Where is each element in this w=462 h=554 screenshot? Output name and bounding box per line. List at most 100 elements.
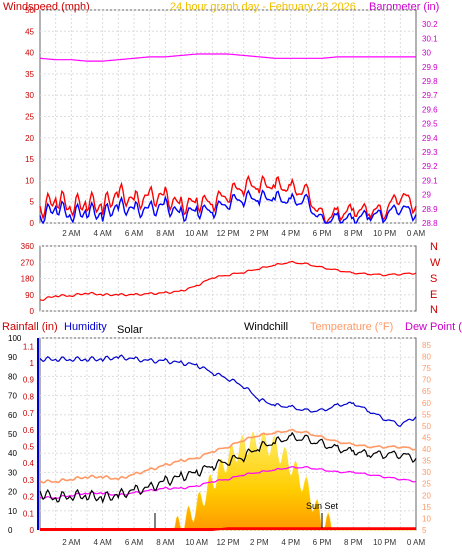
rain-y-tick: 0: [30, 526, 35, 535]
wind-y-tick: 30: [25, 91, 34, 100]
windspeed-axis-title: Windspeed (mph): [3, 1, 90, 13]
humidity-y-tick: 70: [8, 392, 17, 401]
x-tick-label: 2 PM: [250, 229, 269, 238]
x-tick-label: 8 AM: [156, 229, 175, 238]
temp-y-tick: 50: [422, 422, 431, 431]
temp-y-tick: 65: [422, 387, 431, 396]
barometer-y-tick: 29.5: [422, 120, 438, 129]
humidity-y-tick: 20: [8, 488, 17, 497]
series-wind-avg: [39, 189, 417, 225]
series-dewpoint: [39, 465, 417, 500]
dewpoint-label: Dew Point (°F): [405, 321, 462, 333]
barometer-y-tick: 29.8: [422, 77, 438, 86]
x-tick-label: 6 AM: [125, 229, 144, 238]
dir-y-tick: 0: [30, 307, 35, 316]
x-tick-label: 6 PM: [313, 229, 332, 238]
humidity-y-tick: 0: [8, 526, 13, 535]
temp-y-tick: 80: [422, 353, 431, 362]
barometer-y-tick: 29.2: [422, 162, 438, 171]
temp-y-tick: 70: [422, 376, 431, 385]
x-tick-label: 2 AM: [62, 229, 81, 238]
x-tick-label: 10 AM: [185, 538, 208, 547]
rain-y-tick: 0.4: [23, 459, 35, 468]
x-tick-label: 6 PM: [313, 538, 332, 547]
temp-y-tick: 85: [422, 341, 431, 350]
x-tick-label: 4 AM: [94, 538, 113, 547]
x-tick-label: 8 PM: [344, 538, 363, 547]
x-tick-label: 12 PM: [216, 538, 239, 547]
wind-y-tick: 5: [30, 198, 35, 207]
x-tick-label: 4 PM: [281, 538, 300, 547]
temp-y-tick: 60: [422, 399, 431, 408]
barometer-y-tick: 29.3: [422, 148, 438, 157]
barometer-y-tick: 30: [422, 49, 431, 58]
temp-y-tick: 10: [422, 514, 431, 523]
temp-y-tick: 75: [422, 364, 431, 373]
rain-y-tick: 0.2: [23, 493, 35, 502]
x-tick-label: 2 AM: [62, 538, 81, 547]
barometer-y-tick: 29.1: [422, 176, 438, 185]
humidity-y-tick: 90: [8, 353, 17, 362]
humidity-y-tick: 30: [8, 468, 17, 477]
x-tick-label: 2 PM: [250, 538, 269, 547]
humidity-y-tick: 50: [8, 430, 17, 439]
humidity-y-tick: 100: [8, 334, 22, 343]
compass-s: S: [430, 273, 437, 285]
barometer-y-tick: 28.8: [422, 219, 438, 228]
dir-y-tick: 90: [25, 291, 34, 300]
humidity-label: Humidity: [64, 321, 107, 333]
rain-y-tick: 1.1: [23, 342, 35, 351]
wind-y-tick: 45: [25, 27, 34, 36]
rainfall-label: Rainfall (in): [2, 321, 58, 333]
temp-y-tick: 5: [422, 526, 427, 535]
rain-y-tick: 0.3: [23, 476, 35, 485]
wind-y-tick: 40: [25, 49, 34, 58]
wind-y-tick: 20: [25, 134, 34, 143]
solar-label: Solar: [117, 324, 143, 336]
barometer-y-tick: 30.2: [422, 20, 438, 29]
series-direction: [39, 260, 417, 302]
temp-y-tick: 15: [422, 503, 431, 512]
dir-y-tick: 270: [21, 258, 35, 267]
x-tick-label: 10 PM: [373, 538, 396, 547]
rain-y-tick: 0.8: [23, 392, 35, 401]
barometer-y-tick: 28.9: [422, 205, 438, 214]
wind-y-tick: 35: [25, 70, 34, 79]
temp-y-tick: 45: [422, 433, 431, 442]
rain-y-tick: 0.5: [23, 443, 35, 452]
temp-y-tick: 55: [422, 410, 431, 419]
wind-y-tick: 15: [25, 155, 34, 164]
wind-y-tick: 50: [25, 6, 34, 15]
temp-y-tick: 30: [422, 468, 431, 477]
rain-y-tick: 0.1: [23, 509, 35, 518]
x-tick-label: 8 PM: [344, 229, 363, 238]
temp-y-tick: 20: [422, 491, 431, 500]
series-humidity: [39, 354, 417, 427]
barometer-y-tick: 29.7: [422, 91, 438, 100]
sunset-annotation: Sun Set: [306, 501, 339, 511]
rain-y-tick: 0.7: [23, 409, 35, 418]
humidity-y-tick: 60: [8, 411, 17, 420]
rain-y-tick: 0.6: [23, 426, 35, 435]
windchill-label: Windchill: [244, 321, 288, 333]
graph-title: 24 hour graph day - February 28 2026: [170, 1, 356, 13]
compass-n-bottom: N: [430, 304, 438, 316]
dir-y-tick: 360: [21, 242, 35, 251]
barometer-y-tick: 29.6: [422, 105, 438, 114]
data-layer: [39, 53, 417, 531]
x-tick-label: 4 PM: [281, 229, 300, 238]
humidity-y-tick: 40: [8, 449, 17, 458]
rain-axis-bar: [37, 338, 39, 530]
tick-layer: 0510152025303540455028.828.92929.129.229…: [8, 6, 438, 547]
series-barometer: [39, 53, 416, 62]
wind-y-tick: 10: [25, 176, 34, 185]
series-windchill: [39, 431, 417, 504]
barometer-y-tick: 29.9: [422, 63, 438, 72]
x-tick-label: 6 AM: [125, 538, 144, 547]
x-tick-label: 10 PM: [373, 229, 396, 238]
humidity-y-tick: 10: [8, 507, 17, 516]
x-tick-label: 0 AM: [407, 538, 426, 547]
barometer-y-tick: 29: [422, 191, 431, 200]
compass-letters: N W S E N: [430, 241, 441, 316]
